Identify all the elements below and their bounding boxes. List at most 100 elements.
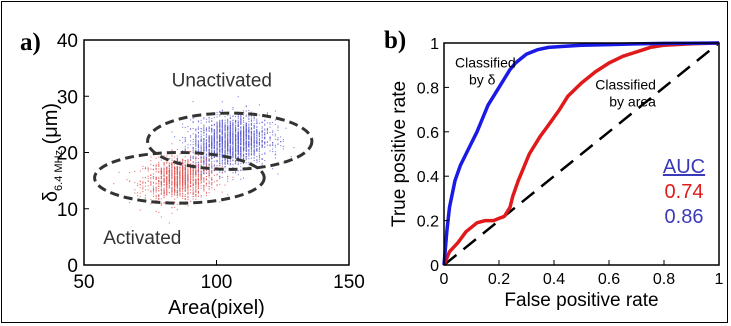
scatter-point <box>224 184 226 186</box>
annotation-classified-by-delta: Classified by δ <box>455 54 520 87</box>
scatter-point <box>250 141 252 143</box>
scatter-point <box>192 146 194 148</box>
cluster-ellipses <box>93 111 314 205</box>
scatter-point <box>195 165 197 167</box>
scatter-point <box>192 196 194 198</box>
scatter-point <box>235 163 237 165</box>
scatter-point <box>250 144 252 146</box>
scatter-point <box>237 154 239 156</box>
scatter-point <box>261 132 263 134</box>
scatter-point <box>182 186 184 188</box>
scatter-point <box>229 126 231 128</box>
scatter-point <box>219 155 221 157</box>
scatter-point <box>168 186 170 188</box>
scatter-point <box>232 128 234 130</box>
scatter-point <box>245 115 247 117</box>
scatter-point <box>221 121 223 123</box>
scatter-point <box>237 153 239 155</box>
scatter-point <box>264 128 266 130</box>
scatter-point <box>200 145 202 147</box>
scatter-point <box>200 147 202 149</box>
scatter-point <box>253 145 255 147</box>
scatter-point <box>269 139 271 141</box>
scatter-point <box>184 178 186 180</box>
scatter-point <box>258 144 260 146</box>
scatter-point <box>200 182 202 184</box>
scatter-point <box>176 186 178 188</box>
scatter-point <box>205 169 207 171</box>
scatter-point <box>182 161 184 163</box>
scatter-point <box>221 172 223 174</box>
scatter-point <box>250 144 252 146</box>
scatter-point <box>142 181 144 183</box>
scatter-point <box>240 116 242 118</box>
scatter-point <box>200 131 202 133</box>
scatter-point <box>179 187 181 189</box>
scatter-point <box>205 139 207 141</box>
scatter-point <box>245 132 247 134</box>
scatter-point <box>158 199 160 201</box>
scatter-point <box>216 165 218 167</box>
scatter-point <box>282 138 284 140</box>
scatter-point <box>211 187 213 189</box>
scatter-point <box>190 136 192 138</box>
scatter-point <box>163 179 165 181</box>
scatter-point <box>229 153 231 155</box>
scatter-point <box>208 174 210 176</box>
scatter-point <box>258 158 260 160</box>
scatter-point <box>184 180 186 182</box>
scatter-point <box>274 110 276 112</box>
scatter-point <box>203 139 205 141</box>
scatter-point <box>176 167 178 169</box>
scatter-point <box>205 145 207 147</box>
scatter-point <box>224 167 226 169</box>
scatter-point <box>187 193 189 195</box>
scatter-point <box>224 132 226 134</box>
scatter-point <box>232 150 234 152</box>
scatter-point <box>250 147 252 149</box>
scatter-point <box>195 162 197 164</box>
scatter-point <box>139 184 141 186</box>
scatter-point <box>195 168 197 170</box>
scatter-point <box>237 120 239 122</box>
scatter-point <box>232 163 234 165</box>
scatter-point <box>219 135 221 137</box>
scatter-point <box>155 187 157 189</box>
scatter-point <box>250 136 252 138</box>
scatter-point <box>243 124 245 126</box>
scatter-point <box>253 149 255 151</box>
scatter-point <box>174 194 176 196</box>
scatter-point <box>176 183 178 185</box>
scatter-point <box>248 151 250 153</box>
scatter-point <box>160 182 162 184</box>
scatter-point <box>192 176 194 178</box>
scatter-point <box>208 126 210 128</box>
scatter-point <box>221 146 223 148</box>
scatter-point <box>235 132 237 134</box>
scatter-point <box>203 118 205 120</box>
scatter-point <box>168 167 170 169</box>
scatter-point <box>182 180 184 182</box>
scatter-point <box>256 136 258 138</box>
scatter-point <box>266 144 268 146</box>
scatter-point <box>227 127 229 129</box>
scatter-point <box>203 185 205 187</box>
scatter-point <box>168 165 170 167</box>
scatter-point <box>213 156 215 158</box>
scatter-point <box>184 168 186 170</box>
scatter-point <box>235 135 237 137</box>
scatter-point <box>171 154 173 156</box>
scatter-point <box>221 145 223 147</box>
scatter-point <box>158 182 160 184</box>
scatter-point <box>195 183 197 185</box>
scatter-point <box>243 154 245 156</box>
scatter-point <box>192 117 194 119</box>
scatter-point <box>227 129 229 131</box>
scatter-point <box>232 108 234 110</box>
scatter-point <box>144 197 146 199</box>
scatter-point <box>176 172 178 174</box>
scatter-point <box>219 153 221 155</box>
scatter-point <box>219 138 221 140</box>
scatter-point <box>243 118 245 120</box>
scatter-point <box>250 154 252 156</box>
